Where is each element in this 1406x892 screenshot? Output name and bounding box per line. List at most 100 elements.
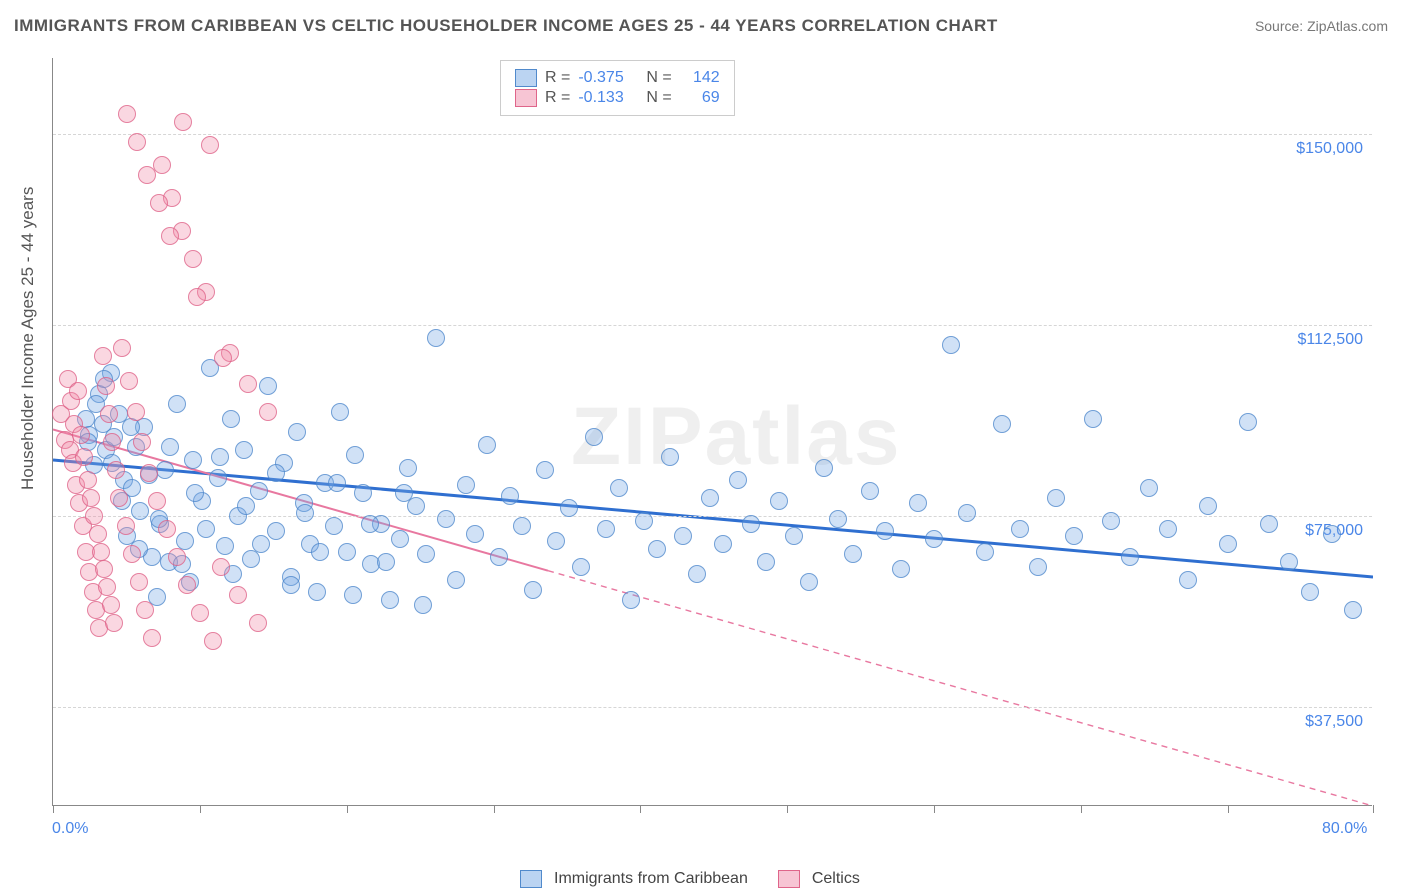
scatter-point: [1102, 512, 1120, 530]
x-tick: [200, 805, 201, 813]
scatter-point: [377, 553, 395, 571]
scatter-point: [123, 545, 141, 563]
scatter-point: [75, 448, 93, 466]
chart-wrap: Householder Income Ages 25 - 44 years ZI…: [0, 50, 1406, 842]
legend-r-value: -0.375: [578, 69, 638, 87]
scatter-point: [239, 375, 257, 393]
scatter-point: [909, 494, 927, 512]
scatter-point: [674, 527, 692, 545]
scatter-point: [222, 410, 240, 428]
x-tick: [494, 805, 495, 813]
x-tick: [787, 805, 788, 813]
scatter-point: [815, 459, 833, 477]
scatter-point: [212, 558, 230, 576]
scatter-point: [201, 136, 219, 154]
scatter-point: [437, 510, 455, 528]
scatter-point: [661, 448, 679, 466]
scatter-point: [94, 347, 112, 365]
scatter-point: [150, 194, 168, 212]
scatter-point: [259, 377, 277, 395]
scatter-point: [120, 372, 138, 390]
legend-row: R =-0.133N =69: [515, 89, 720, 107]
legend-r-value: -0.133: [578, 89, 638, 107]
scatter-point: [338, 543, 356, 561]
legend-series-label: Celtics: [812, 870, 860, 888]
scatter-point: [1159, 520, 1177, 538]
scatter-point: [635, 512, 653, 530]
plot-area: ZIPatlas $37,500$75,000$112,500$150,000: [52, 58, 1372, 806]
scatter-point: [211, 448, 229, 466]
scatter-point: [1301, 583, 1319, 601]
scatter-point: [110, 489, 128, 507]
scatter-point: [131, 502, 149, 520]
scatter-point: [1323, 525, 1341, 543]
scatter-point: [925, 530, 943, 548]
scatter-point: [622, 591, 640, 609]
legend-swatch: [515, 69, 537, 87]
scatter-point: [130, 573, 148, 591]
scatter-point: [547, 532, 565, 550]
watermark-text: ZIPatlas: [571, 390, 901, 484]
scatter-point: [138, 166, 156, 184]
scatter-point: [1065, 527, 1083, 545]
scatter-point: [122, 418, 140, 436]
scatter-point: [785, 527, 803, 545]
scatter-point: [1121, 548, 1139, 566]
x-tick: [1373, 805, 1374, 813]
y-tick-label: $37,500: [1283, 713, 1363, 731]
scatter-point: [136, 601, 154, 619]
scatter-point: [501, 487, 519, 505]
scatter-point: [69, 382, 87, 400]
grid-line: [53, 707, 1372, 708]
scatter-point: [1260, 515, 1278, 533]
scatter-point: [98, 578, 116, 596]
scatter-point: [457, 476, 475, 494]
scatter-point: [1219, 535, 1237, 553]
scatter-point: [361, 515, 379, 533]
y-axis-label: Householder Income Ages 25 - 44 years: [18, 187, 38, 490]
scatter-point: [770, 492, 788, 510]
legend-series-label: Immigrants from Caribbean: [554, 870, 748, 888]
scatter-point: [861, 482, 879, 500]
scatter-point: [249, 614, 267, 632]
scatter-point: [328, 474, 346, 492]
legend-r-label: R =: [545, 89, 570, 107]
scatter-point: [184, 250, 202, 268]
x-tick: [53, 805, 54, 813]
scatter-point: [701, 489, 719, 507]
scatter-point: [296, 504, 314, 522]
scatter-point: [478, 436, 496, 454]
x-tick: [934, 805, 935, 813]
legend-row: R =-0.375N =142: [515, 69, 720, 87]
legend-n-label: N =: [646, 69, 671, 87]
scatter-point: [688, 565, 706, 583]
legend-r-label: R =: [545, 69, 570, 87]
scatter-point: [102, 596, 120, 614]
scatter-point: [1011, 520, 1029, 538]
scatter-point: [729, 471, 747, 489]
scatter-point: [308, 583, 326, 601]
scatter-point: [188, 288, 206, 306]
scatter-point: [414, 596, 432, 614]
scatter-point: [311, 543, 329, 561]
scatter-point: [100, 405, 118, 423]
scatter-point: [267, 522, 285, 540]
scatter-point: [892, 560, 910, 578]
scatter-point: [560, 499, 578, 517]
scatter-point: [714, 535, 732, 553]
scatter-point: [942, 336, 960, 354]
x-axis-max-label: 80.0%: [1322, 820, 1367, 838]
scatter-point: [242, 550, 260, 568]
scatter-point: [156, 461, 174, 479]
scatter-point: [250, 482, 268, 500]
scatter-point: [585, 428, 603, 446]
scatter-point: [148, 492, 166, 510]
scatter-point: [610, 479, 628, 497]
x-tick: [640, 805, 641, 813]
scatter-point: [993, 415, 1011, 433]
scatter-point: [143, 629, 161, 647]
scatter-point: [490, 548, 508, 566]
scatter-point: [168, 548, 186, 566]
scatter-point: [209, 469, 227, 487]
series-legend: Immigrants from Caribbean Celtics: [520, 870, 878, 888]
